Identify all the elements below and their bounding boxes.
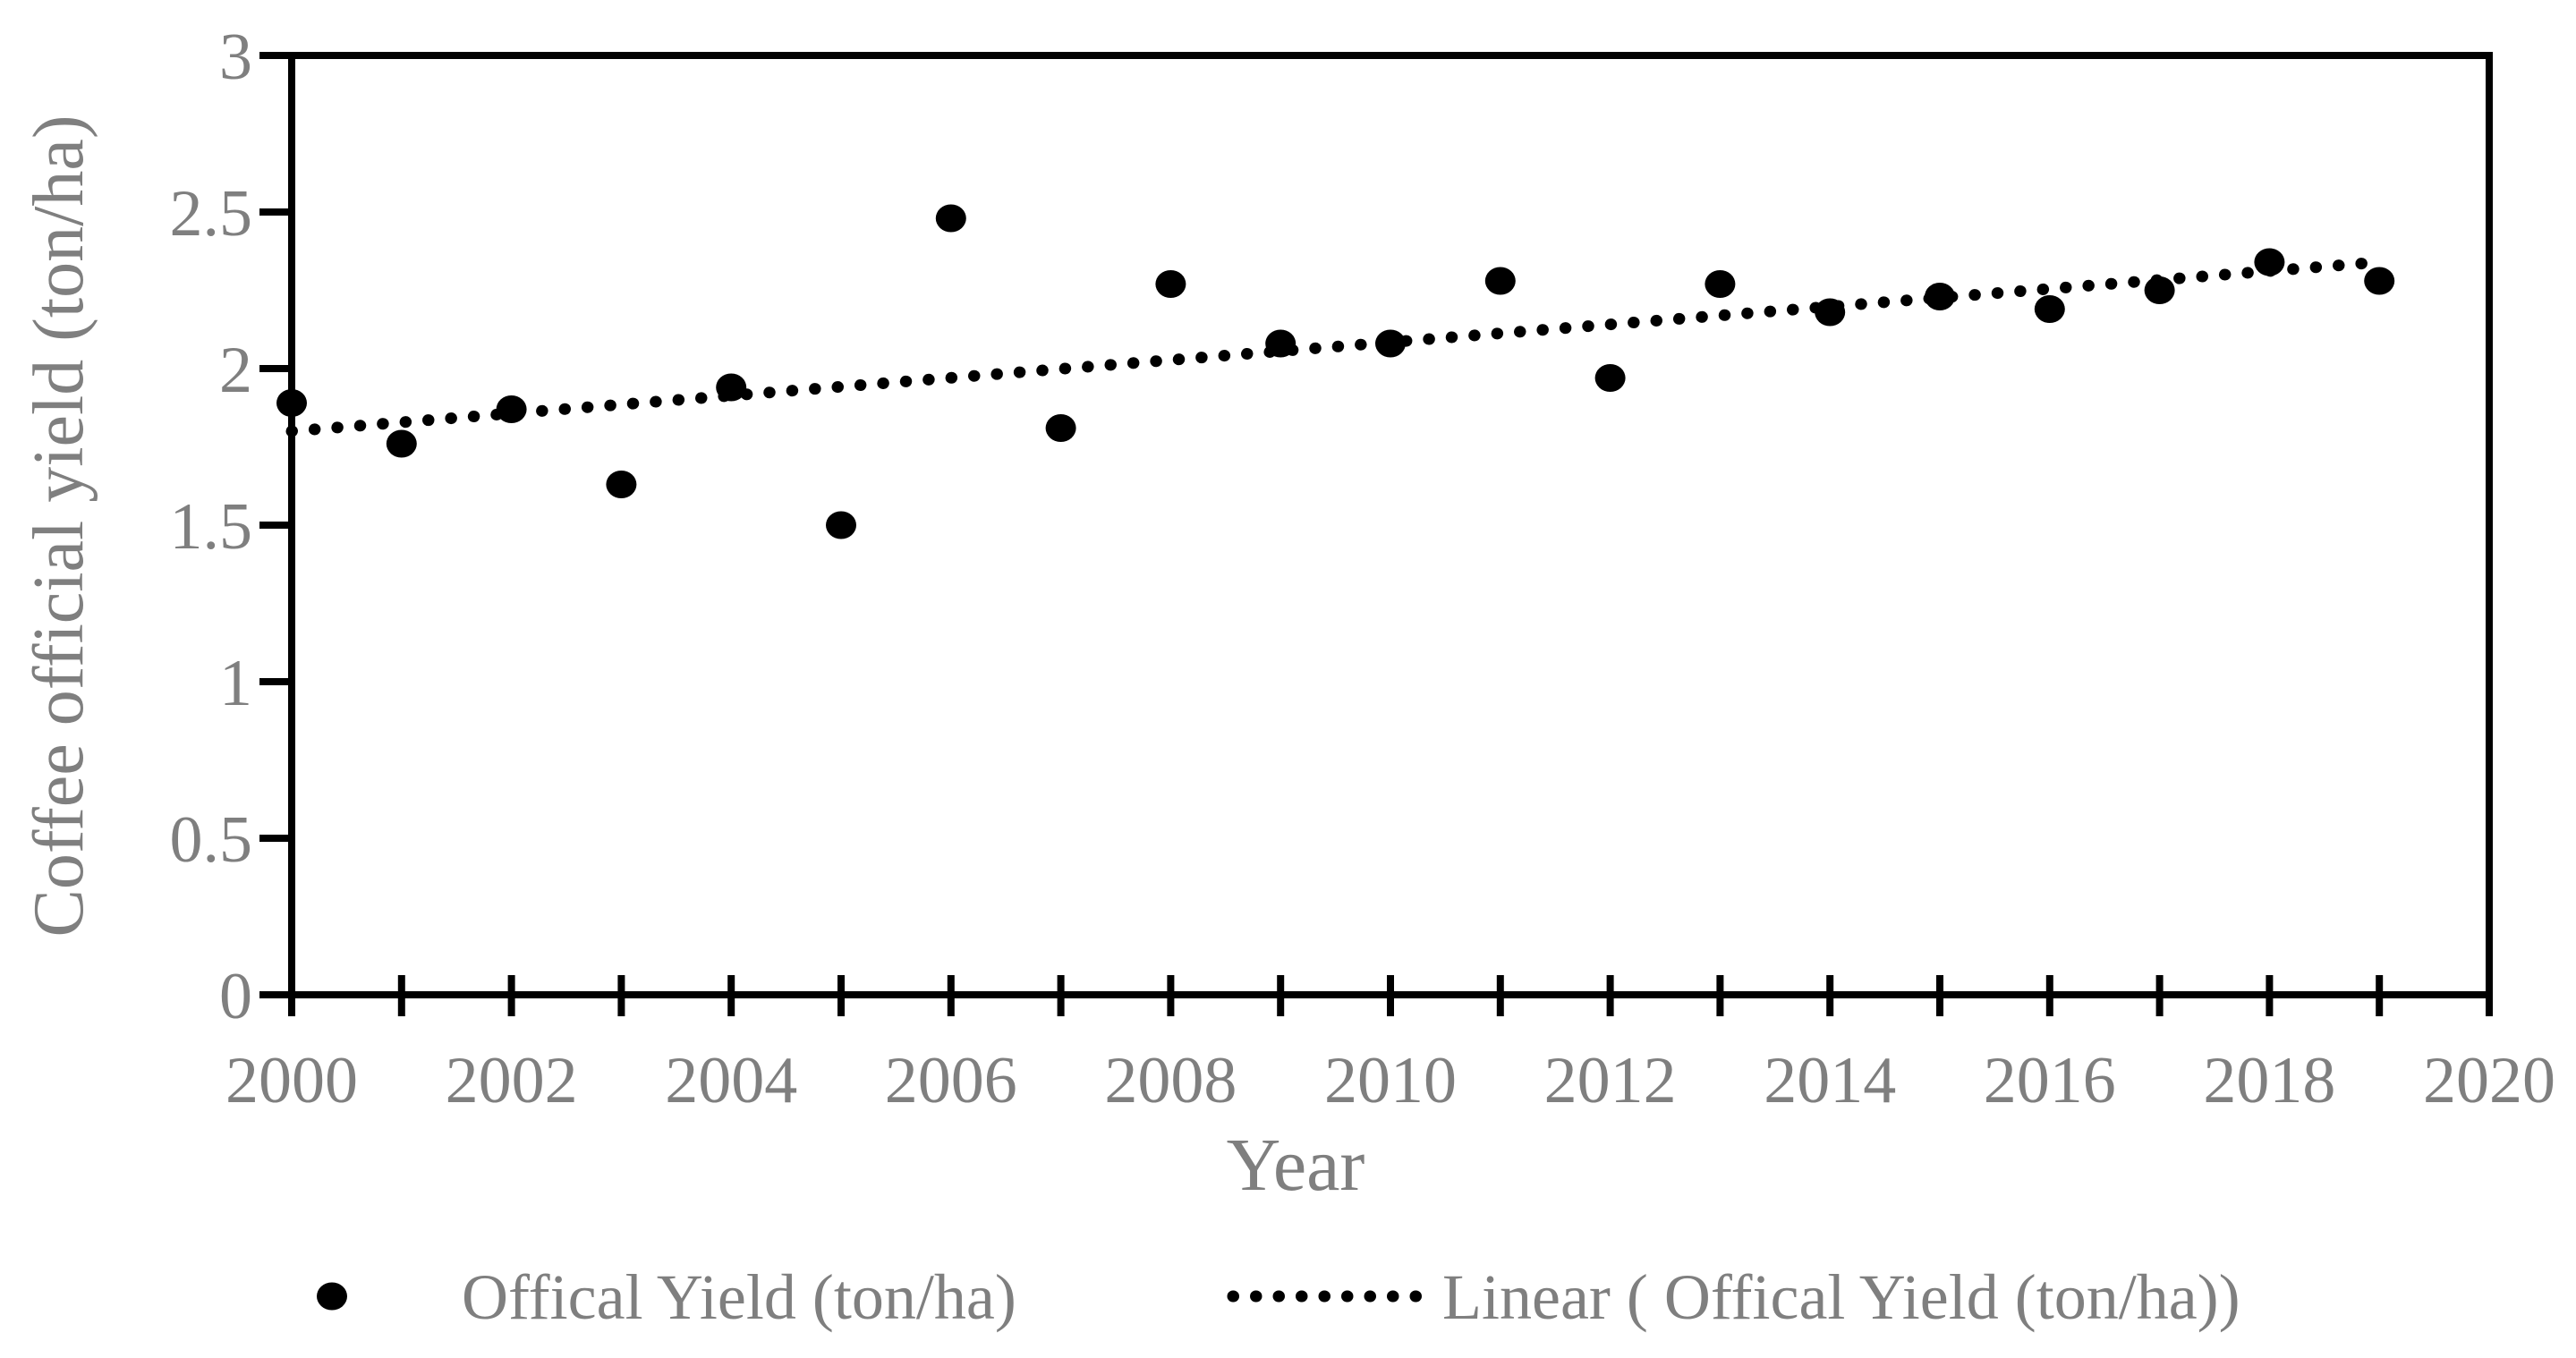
y-axis-tick-labels: 0 0.5 1 1.5 2 2.5 3 (170, 21, 253, 1033)
x-tick-label: 2006 (885, 1044, 1017, 1117)
x-tick-label: 2010 (1324, 1044, 1457, 1117)
legend-label-yield: Offical Yield (ton/ha) (462, 1261, 1016, 1333)
plot-frame (288, 52, 2493, 998)
y-tick-label: 2.5 (170, 177, 253, 250)
x-tick-label: 2004 (665, 1044, 797, 1117)
data-point-2002 (496, 395, 527, 423)
legend-scatter-marker (317, 1282, 347, 1311)
data-point-2011 (1484, 267, 1516, 295)
data-point-2014 (1815, 298, 1846, 327)
data-point-2006 (935, 204, 966, 233)
data-points (276, 204, 2395, 539)
x-tick-label: 2020 (2423, 1044, 2555, 1117)
x-tick-label: 2018 (2203, 1044, 2335, 1117)
legend-label-linear: Linear ( Offical Yield (ton/ha)) (1442, 1261, 2240, 1333)
y-tick-label: 2 (219, 334, 252, 407)
x-tick-label: 2008 (1104, 1044, 1237, 1117)
legend-dot-icon (317, 1282, 347, 1311)
x-axis-ticks (288, 975, 2493, 1016)
data-point-2010 (1375, 329, 1406, 358)
data-point-2008 (1155, 270, 1186, 298)
x-axis-tick-labels: 2000 2002 2004 2006 2008 2010 2012 2014 2016 2018… (225, 1044, 2555, 1117)
x-tick-label: 2014 (1764, 1044, 1896, 1117)
y-tick-label: 1 (219, 647, 252, 720)
data-point-2004 (716, 373, 747, 402)
data-point-2015 (1925, 283, 1955, 310)
data-point-2019 (2364, 267, 2395, 295)
data-point-2009 (1265, 329, 1297, 358)
data-point-2017 (2144, 276, 2175, 304)
y-tick-label: 0 (219, 960, 252, 1033)
x-tick-label: 2016 (1984, 1044, 2116, 1117)
plot-border (288, 52, 2493, 998)
data-point-2013 (1705, 270, 1736, 298)
trendline-dotted (285, 256, 2385, 437)
data-point-2003 (606, 471, 637, 498)
data-point-2016 (2034, 295, 2065, 323)
legend: Offical Yield (ton/ha) Linear ( Offical … (317, 1261, 2240, 1333)
y-tick-label: 0.5 (170, 803, 253, 877)
data-point-2005 (826, 511, 856, 539)
y-axis-title: Coffee official yield (ton/ha) (20, 115, 98, 938)
x-tick-label: 2000 (225, 1044, 358, 1117)
y-axis-ticks (259, 52, 295, 998)
data-point-2012 (1594, 364, 1626, 392)
x-tick-label: 2012 (1544, 1044, 1677, 1117)
y-tick-label: 3 (219, 21, 252, 94)
linear-trendline (285, 256, 2385, 437)
data-point-2000 (276, 389, 307, 417)
y-tick-label: 1.5 (170, 490, 253, 564)
x-axis-title: Year (1227, 1124, 1365, 1207)
x-tick-label: 2002 (446, 1044, 578, 1117)
data-point-2018 (2254, 248, 2285, 276)
data-point-2001 (386, 429, 417, 458)
data-point-2007 (1045, 414, 1076, 442)
